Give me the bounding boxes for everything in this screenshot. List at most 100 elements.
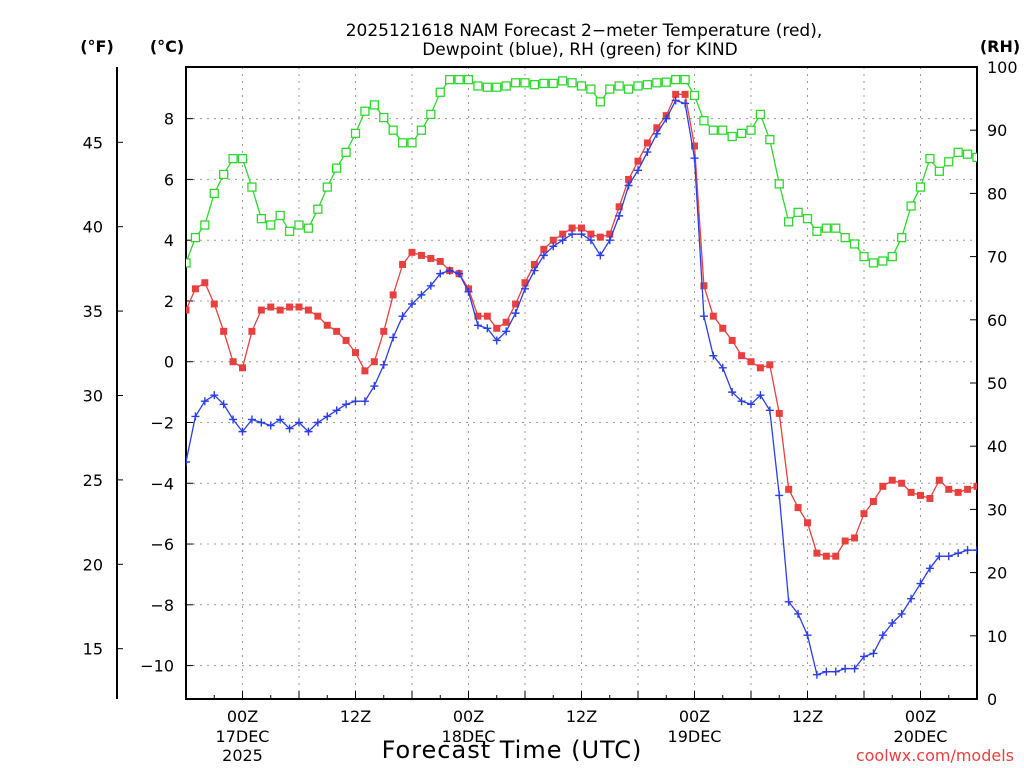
celsius-tick-label: 4 [164,231,174,250]
temperature-point [540,245,548,253]
dewpoint-point [963,546,972,555]
temperature-point [587,230,595,238]
x-tick-label: 00Z [905,707,936,726]
rh-point [209,188,219,199]
dewpoint-point [304,427,313,436]
rh-point [482,82,492,92]
temperature-point [474,312,482,320]
rh-tick-label: 10 [987,627,1007,646]
temperature-point [954,488,962,496]
dewpoint-point [605,236,614,245]
rh-point [652,78,662,88]
x-tick-date: 17DEC [216,727,270,746]
celsius-tick-label: −4 [150,474,174,493]
rh-point [840,232,850,243]
dewpoint-point [186,458,190,466]
temperature-point [436,257,444,265]
temperature-point [653,124,661,132]
dewpoint-point [615,211,624,220]
temperature-point [860,510,868,518]
temperature-point [596,233,604,241]
dewpoint-point [709,351,718,360]
rh-point [445,74,455,85]
temperature-point [672,90,680,98]
dewpoint-point [445,266,454,275]
dewpoint-point [191,412,200,421]
rh-point [831,223,841,233]
dewpoint-point [360,397,369,406]
temperature-point [785,485,793,493]
rh-tick-label: 80 [987,184,1007,203]
temperature-point [578,224,585,232]
rh-point [746,125,756,135]
dewpoint-point [464,287,473,296]
temperature-point [738,352,746,360]
dewpoint-point [728,388,737,397]
rh-point [699,116,709,126]
temperature-point [926,494,934,502]
temperature-point [370,358,378,366]
x-tick-date: 18DEC [442,727,496,746]
dewpoint-point [229,415,238,424]
temperature-point [945,485,953,493]
x-tick-label: 12Z [340,707,371,726]
temperature-point [691,142,698,150]
temperature-point [973,482,977,490]
dewpoint-point [351,397,360,406]
x-axis-label: Forecast Time (UTC) [382,736,643,764]
temperature-point [210,300,218,308]
dewpoint-point [492,336,501,345]
dewpoint-point [539,251,548,260]
dewpoint-point [747,400,755,409]
rh-point [962,149,973,159]
rh-point [727,131,737,142]
temperature-point [201,279,209,287]
dewpoint-point [295,418,303,427]
rh-point [934,166,944,176]
rh-point [379,112,389,123]
dewpoint-point [897,609,906,618]
temperature-point [521,279,529,287]
temperature-point [851,534,859,542]
dewpoint-point [869,649,878,658]
rh-point [332,163,342,173]
rh-point [303,223,314,233]
temperature-point [314,312,322,320]
rh-point [200,220,210,230]
dewpoint-point [888,619,897,628]
dewpoint-point [812,670,821,679]
dewpoint-point [426,281,435,290]
dewpoint-point [558,236,567,245]
temperature-point [342,336,350,344]
rh-point [360,106,370,116]
rh-point [294,220,304,230]
rh-point [548,78,558,89]
rh-point [369,100,379,110]
dewpoint-point [737,397,746,406]
temperature-point [417,251,425,259]
temperature-point [869,498,877,505]
rh-point [953,147,963,157]
rh-point [539,78,549,89]
rh-point [812,226,822,236]
rh-tick-label: 90 [987,121,1007,140]
temperature-point [841,537,849,545]
temperature-point [700,282,708,290]
dewpoint-point [473,321,482,330]
temperature-point [389,291,397,299]
fahrenheit-tick-label: 45 [83,133,103,152]
dewpoint-point [530,266,539,275]
dewpoint-point [775,491,784,500]
rh-point [586,84,596,94]
temperature-point [549,236,557,244]
temperature-point [229,358,237,366]
temperature-point [483,312,491,320]
x-tick-year: 2025 [222,746,263,765]
rh-point [708,125,718,135]
dewpoint-point [266,421,275,430]
fahrenheit-axis-unit: (°F) [80,37,114,56]
temperature-point [239,364,246,372]
temperature-point [634,157,642,165]
temperature-point [530,261,538,268]
